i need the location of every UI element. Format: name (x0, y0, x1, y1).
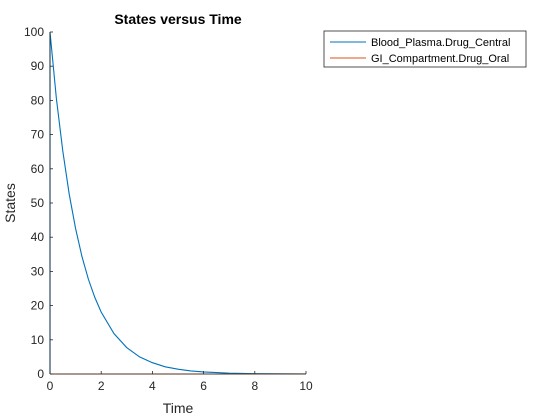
series-line-1 (49, 31, 307, 375)
y-tick-label: 30 (31, 264, 45, 278)
chart-title: States versus Time (114, 11, 242, 27)
x-tick-label: 10 (299, 379, 313, 393)
y-tick-label: 60 (31, 162, 45, 176)
y-tick-label: 70 (31, 128, 45, 142)
y-ticks: 0 10 20 30 40 50 60 70 80 90 100 (24, 25, 53, 381)
legend: Blood_Plasma.Drug_Central GI_Compartment.… (323, 30, 527, 68)
y-tick-label: 0 (37, 367, 44, 381)
y-axis-label: States (2, 183, 18, 223)
y-tick-label: 20 (31, 299, 45, 313)
y-tick-label: 100 (24, 25, 44, 39)
x-tick-label: 4 (149, 379, 156, 393)
legend-label-2: GI_Compartment.Drug_Oral (371, 53, 509, 65)
x-axis-label: Time (163, 400, 194, 416)
y-tick-label: 40 (31, 230, 45, 244)
y-tick-label: 90 (31, 59, 45, 73)
y-tick-label: 80 (31, 93, 45, 107)
plot-area-background (50, 32, 306, 374)
y-tick-label: 50 (31, 196, 45, 210)
x-tick-label: 2 (98, 379, 105, 393)
x-tick-label: 6 (200, 379, 207, 393)
y-tick-label: 10 (31, 333, 45, 347)
x-tick-label: 0 (47, 379, 54, 393)
legend-label-1: Blood_Plasma.Drug_Central (371, 37, 510, 49)
x-ticks: 0 2 4 6 8 10 (47, 371, 313, 393)
legend-box (323, 30, 527, 68)
x-tick-label: 8 (251, 379, 258, 393)
